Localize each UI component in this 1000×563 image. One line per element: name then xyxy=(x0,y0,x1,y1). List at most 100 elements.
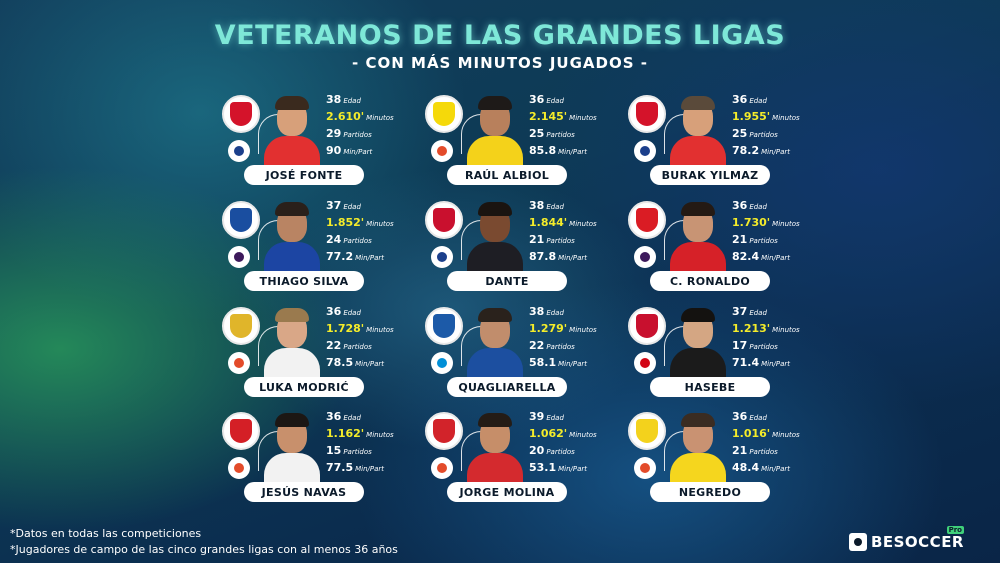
player-shirt xyxy=(467,453,523,483)
player-card: 37 Edad 1.213' Minutos 17 Partidos 71.4 Min/… xyxy=(628,304,808,412)
player-shirt xyxy=(264,453,320,483)
besoccer-logo: BESOCCER Pro xyxy=(848,526,964,553)
stat-minutes: 2.145' Minutos xyxy=(529,110,597,123)
league-logo-icon xyxy=(228,140,250,162)
player-name: BURAK YILMAZ xyxy=(650,165,770,185)
league-logo-shape xyxy=(437,463,447,473)
stat-matches: 22 Partidos xyxy=(326,339,372,352)
player-photo xyxy=(668,411,728,483)
player-shirt xyxy=(264,136,320,166)
player-hair xyxy=(478,308,512,322)
player-shirt xyxy=(670,136,726,166)
league-logo-shape xyxy=(640,358,650,368)
stat-age: 36 Edad xyxy=(529,93,564,106)
stat-min-per-match: 77.2 Min/Part xyxy=(326,250,385,263)
league-logo-shape xyxy=(234,463,244,473)
club-crest-icon xyxy=(628,307,666,345)
player-name: JOSÉ FONTE xyxy=(244,165,364,185)
card-connector xyxy=(461,114,491,154)
stat-matches: 21 Partidos xyxy=(732,233,778,246)
stat-minutes: 1.955' Minutos xyxy=(732,110,800,123)
league-logo-shape xyxy=(234,358,244,368)
stat-minutes: 1.279' Minutos xyxy=(529,322,597,335)
stat-age: 38 Edad xyxy=(529,199,564,212)
player-name: NEGREDO xyxy=(650,482,770,502)
player-photo xyxy=(465,306,525,378)
player-name: JORGE MOLINA xyxy=(447,482,567,502)
stat-min-per-match: 53.1 Min/Part xyxy=(529,461,588,474)
stat-min-per-match: 71.4 Min/Part xyxy=(732,356,791,369)
club-crest-shape xyxy=(230,314,252,338)
player-hair xyxy=(275,202,309,216)
stat-age: 36 Edad xyxy=(326,305,361,318)
stat-age: 36 Edad xyxy=(732,410,767,423)
league-logo-shape xyxy=(640,252,650,262)
player-hair xyxy=(275,96,309,110)
stat-minutes: 1.844' Minutos xyxy=(529,216,597,229)
card-connector xyxy=(664,220,694,260)
club-crest-shape xyxy=(433,102,455,126)
stat-min-per-match: 77.5 Min/Part xyxy=(326,461,385,474)
player-shirt xyxy=(264,348,320,378)
stat-age: 36 Edad xyxy=(732,93,767,106)
stat-matches: 22 Partidos xyxy=(529,339,575,352)
stat-age: 37 Edad xyxy=(732,305,767,318)
player-photo xyxy=(465,411,525,483)
player-name: HASEBE xyxy=(650,377,770,397)
league-logo-shape xyxy=(437,358,447,368)
league-logo-icon xyxy=(228,246,250,268)
player-card: 36 Edad 1.162' Minutos 15 Partidos 77.5 Min/… xyxy=(222,409,402,517)
card-connector xyxy=(461,431,491,471)
stat-matches: 29 Partidos xyxy=(326,127,372,140)
player-photo xyxy=(465,200,525,272)
stat-age: 39 Edad xyxy=(529,410,564,423)
player-shirt xyxy=(467,136,523,166)
player-hair xyxy=(478,413,512,427)
player-photo xyxy=(465,94,525,166)
stat-minutes: 1.016' Minutos xyxy=(732,427,800,440)
club-crest-icon xyxy=(628,95,666,133)
player-shirt xyxy=(467,348,523,378)
player-name: DANTE xyxy=(447,271,567,291)
league-logo-icon xyxy=(634,352,656,374)
stat-matches: 25 Partidos xyxy=(732,127,778,140)
player-name: RAÚL ALBIOL xyxy=(447,165,567,185)
player-card: 37 Edad 1.852' Minutos 24 Partidos 77.2 Min/… xyxy=(222,198,402,306)
league-logo-icon xyxy=(228,457,250,479)
league-logo-shape xyxy=(640,146,650,156)
player-name: C. RONALDO xyxy=(650,271,770,291)
player-stats: 38 Edad 1.279' Minutos 22 Partidos 58.1 Min/… xyxy=(529,304,629,372)
player-hair xyxy=(478,202,512,216)
club-crest-shape xyxy=(230,208,252,232)
club-crest-icon xyxy=(222,95,260,133)
player-card: 36 Edad 2.145' Minutos 25 Partidos 85.8 Min/… xyxy=(425,92,605,200)
player-hair xyxy=(478,96,512,110)
stat-age: 36 Edad xyxy=(732,199,767,212)
card-connector xyxy=(258,431,288,471)
club-crest-icon xyxy=(222,412,260,450)
stat-matches: 15 Partidos xyxy=(326,444,372,457)
league-logo-icon xyxy=(228,352,250,374)
stat-matches: 24 Partidos xyxy=(326,233,372,246)
stat-minutes: 1.852' Minutos xyxy=(326,216,394,229)
player-name: LUKA MODRIĆ xyxy=(244,377,364,397)
stat-minutes: 1.162' Minutos xyxy=(326,427,394,440)
league-logo-icon xyxy=(431,457,453,479)
stat-min-per-match: 85.8 Min/Part xyxy=(529,144,588,157)
league-logo-icon xyxy=(634,140,656,162)
player-card: 36 Edad 1.016' Minutos 21 Partidos 48.4 Min/… xyxy=(628,409,808,517)
player-name: THIAGO SILVA xyxy=(244,271,364,291)
player-card: 36 Edad 1.730' Minutos 21 Partidos 82.4 Min/… xyxy=(628,198,808,306)
player-photo xyxy=(668,200,728,272)
stat-age: 36 Edad xyxy=(326,410,361,423)
club-crest-icon xyxy=(222,307,260,345)
player-shirt xyxy=(670,242,726,272)
club-crest-icon xyxy=(628,201,666,239)
league-logo-icon xyxy=(431,246,453,268)
besoccer-wordmark: BESOCCER xyxy=(870,533,964,551)
card-connector xyxy=(664,431,694,471)
stat-age: 38 Edad xyxy=(326,93,361,106)
club-crest-shape xyxy=(636,102,658,126)
stat-min-per-match: 48.4 Min/Part xyxy=(732,461,791,474)
player-shirt xyxy=(467,242,523,272)
